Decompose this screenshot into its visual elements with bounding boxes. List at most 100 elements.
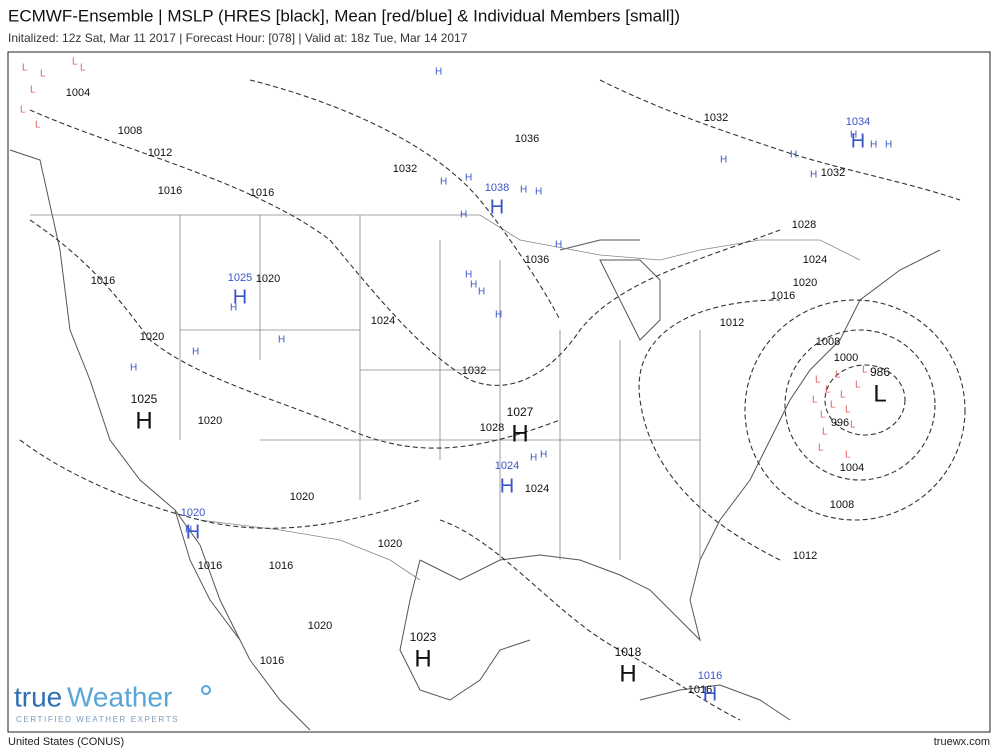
member-low: L [815,375,821,386]
member-low: L [820,410,826,421]
mean-high: H [186,521,200,543]
isobar-label: 1025 [228,272,252,284]
mean-high: H [490,196,504,218]
isobar-label: 1016 [260,655,284,667]
member-low: L [835,370,841,381]
isobar-label: 1020 [256,273,280,285]
mean-high: H [500,475,514,497]
isobar-label: 1020 [378,538,402,550]
isobar-label: 1024 [803,254,827,266]
isobar-label: 1036 [515,133,539,145]
logo-weather: Weather [67,681,172,712]
footer-site: truewx.com [934,736,990,748]
logo-tagline: CERTIFIED WEATHER EXPERTS [16,715,179,724]
member-high: H [520,185,527,196]
mean-high: H [703,683,717,705]
member-high: H [790,150,797,161]
mean-high: H [851,130,865,152]
center-pressure: 986 [870,365,890,379]
member-high: H [720,155,727,166]
member-high: H [850,130,857,141]
member-low: L [850,420,856,431]
center-pressure: 1027 [507,405,534,419]
member-low: L [845,450,851,461]
member-high: H [130,363,137,374]
member-high: H [495,310,502,321]
center-symbol: H [511,420,528,447]
geography [9,149,941,731]
isobar-label: 1008 [816,336,840,348]
isobar-label: 1028 [480,422,504,434]
member-high: H [435,67,442,78]
isobar-label: 1020 [198,415,222,427]
isobar-label: 1012 [720,317,744,329]
member-high: H [530,453,537,464]
isobar-label: 1036 [525,254,549,266]
isobar-label: 1032 [462,365,486,377]
member-low: L [72,57,78,68]
isobar-label: 1004 [840,462,864,474]
member-low: L [80,63,86,74]
isobar-label: 1032 [393,163,417,175]
center-pressure: 1023 [410,630,437,644]
isobar-label: 1012 [793,550,817,562]
member-high: H [540,450,547,461]
member-low: L [855,380,861,391]
isobar-label: 1016 [771,290,795,302]
isobars [19,79,966,721]
member-low: L [20,105,26,116]
isobar-label: 1008 [830,499,854,511]
member-high: H [478,287,485,298]
isobar-label: 1020 [290,491,314,503]
member-high: H [465,173,472,184]
isobar-label: 996 [831,417,849,429]
member-high: H [278,335,285,346]
isobar-label: 1020 [181,507,205,519]
isobar-label: 1016 [269,560,293,572]
isobar-label: 1032 [704,112,728,124]
isobar-label: 1016 [688,684,712,696]
subtitle: Initalized: 12z Sat, Mar 11 2017 | Forec… [8,31,468,45]
isobar-label: 1034 [846,116,870,128]
center-pressure: 1025 [131,392,158,406]
isobar-label: 1016 [250,187,274,199]
member-low: L [840,390,846,401]
isobar-label: 1000 [834,352,858,364]
member-high: H [185,525,192,536]
isobar-label: 1016 [698,670,722,682]
member-high: H [465,270,472,281]
isobar-label: 1020 [308,620,332,632]
center-pressure: 1018 [615,645,642,659]
isobar-label: 1016 [91,275,115,287]
member-high: H [460,210,467,221]
member-low: L [30,85,36,96]
isobar-label: 1020 [140,331,164,343]
member-high: H [192,347,199,358]
center-symbol: H [414,645,431,672]
member-low: L [818,443,824,454]
isobar-label: 1038 [485,182,509,194]
logo-true: true [14,681,62,712]
isobar-label: 1016 [158,185,182,197]
footer-region: United States (CONUS) [8,736,124,748]
member-high: H [230,303,237,314]
isobar-label: 1024 [525,483,549,495]
member-low: L [845,405,851,416]
isobar-label: 1012 [148,147,172,159]
member-high: H [535,187,542,198]
member-low: L [812,395,818,406]
center-symbol: L [873,380,886,407]
member-high: H [885,140,892,151]
isobar-label: 1032 [821,167,845,179]
isobar-label: 1028 [792,219,816,231]
member-high: H [810,170,817,181]
isobar-label: 1004 [66,87,90,99]
member-low: L [822,427,828,438]
map-frame [7,51,991,733]
isobar-label: 1020 [793,277,817,289]
member-high: H [470,280,477,291]
center-symbol: H [619,660,636,687]
member-low: L [825,385,831,396]
map-labels: 1004 1008 1012 1016 1016 1032 1036 1032 1032 1028… [20,57,892,706]
